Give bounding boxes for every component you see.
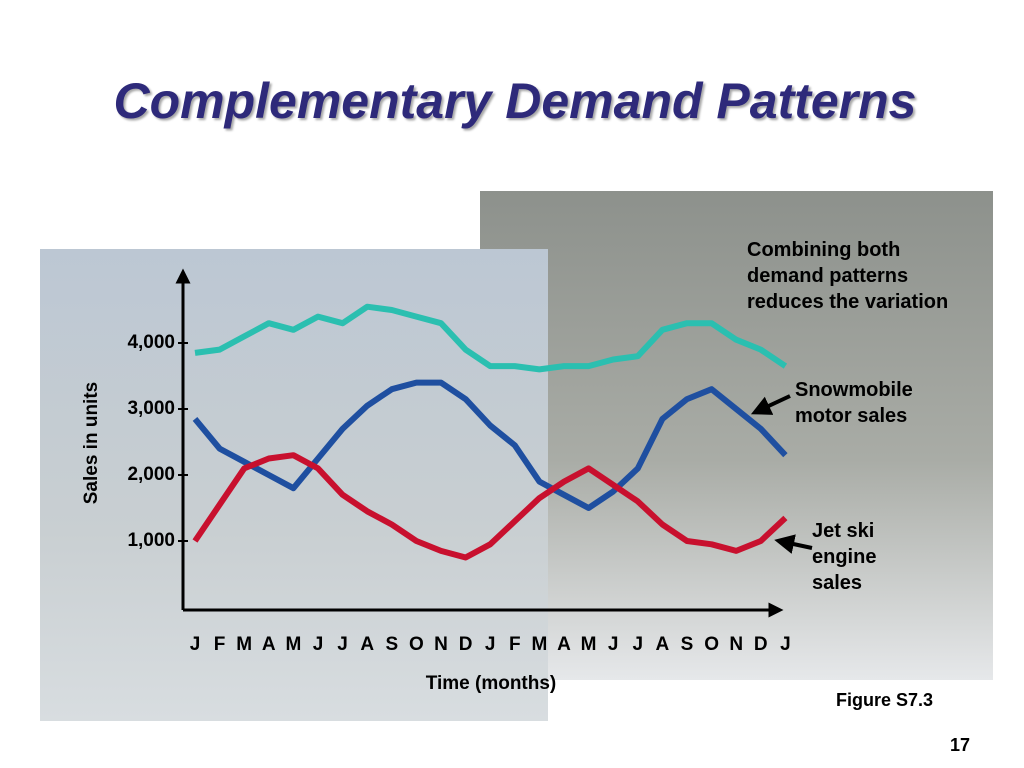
y-tick-label: 1,000 (127, 530, 175, 551)
x-tick-label: A (656, 634, 670, 655)
x-tick-label: M (531, 634, 547, 655)
x-tick-label: J (485, 634, 496, 655)
x-tick-label: A (557, 634, 571, 655)
figure-label: Figure S7.3 (836, 690, 934, 710)
slide-title: Complementary Demand Patterns (113, 73, 917, 129)
annotation-jetski: Jet ski engine sales (812, 520, 877, 594)
page-number: 17 (950, 735, 971, 755)
series-line (192, 379, 788, 511)
x-tick-label: M (581, 634, 597, 655)
x-tick-label: O (409, 634, 424, 655)
x-tick-label: F (509, 634, 521, 655)
x-tick-label: M (236, 634, 252, 655)
annotation-snowmobile: Snowmobile motor sales (795, 379, 913, 427)
x-tick-label: O (704, 634, 719, 655)
x-tick-label: D (459, 634, 473, 655)
x-tick-label: N (729, 634, 743, 655)
x-axis-title: Time (months) (426, 673, 557, 694)
x-tick-label: J (633, 634, 644, 655)
x-tick-label: J (608, 634, 619, 655)
x-tick-label: F (214, 634, 226, 655)
x-tick-label: D (754, 634, 768, 655)
annotation-arrow (774, 534, 813, 554)
x-tick-label: A (262, 634, 276, 655)
x-tick-label: A (360, 634, 374, 655)
y-tick-label: 4,000 (127, 332, 175, 353)
plot-area (192, 303, 788, 561)
y-tick-label: 2,000 (127, 464, 175, 485)
x-tick-label: J (313, 634, 324, 655)
y-tick-label: 3,000 (127, 398, 175, 419)
annotation-combined: Combining both demand patterns reduces t… (747, 239, 949, 313)
x-tick-label: N (434, 634, 448, 655)
annotation-arrow (750, 394, 791, 415)
series-line (192, 452, 788, 561)
x-tick-label: S (681, 634, 694, 655)
x-tick-label: J (780, 634, 791, 655)
x-tick-label: S (385, 634, 398, 655)
series-line (194, 303, 788, 373)
x-tick-label: M (285, 634, 301, 655)
y-axis-title: Sales in units (81, 382, 102, 504)
x-tick-label: J (337, 634, 348, 655)
x-tick-label: J (190, 634, 201, 655)
photo-snowmobile (480, 191, 993, 680)
